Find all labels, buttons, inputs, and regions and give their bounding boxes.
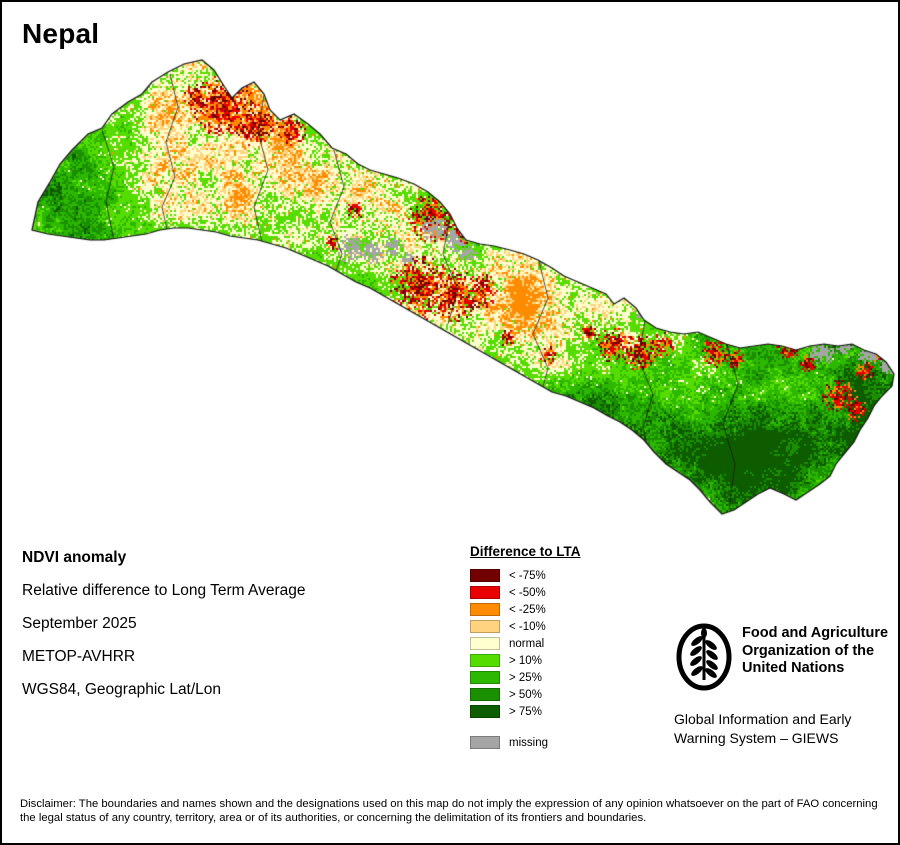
legend-label: > 25% [509, 671, 542, 684]
country-title: Nepal [22, 18, 100, 49]
legend-label: < -50% [509, 586, 546, 599]
legend-label: < -75% [509, 569, 546, 582]
legend-label: missing [509, 736, 548, 749]
legend-swatch [470, 654, 500, 667]
info-description: Relative difference to Long Term Average [22, 582, 306, 599]
disclaimer-text: Disclaimer: The boundaries and names sho… [20, 798, 878, 824]
legend-swatch [470, 603, 500, 616]
legend-swatch [470, 705, 500, 718]
legend-item: normal [470, 635, 581, 652]
legend-item: < -50% [470, 584, 581, 601]
legend-swatch [470, 620, 500, 633]
legend: Difference to LTA < -75% < -50% < -25% < -1… [470, 544, 581, 751]
legend-swatch [470, 688, 500, 701]
legend-item: > 75% [470, 703, 581, 720]
legend-swatch [470, 637, 500, 650]
legend-label: < -10% [509, 620, 546, 633]
nepal-ndvi-map [2, 2, 898, 532]
legend-item: < -25% [470, 601, 581, 618]
legend-item: < -10% [470, 618, 581, 635]
fao-logo-icon [676, 623, 732, 691]
legend-title: Difference to LTA [470, 544, 581, 559]
legend-label: > 10% [509, 654, 542, 667]
legend-label: > 75% [509, 705, 542, 718]
map-info: NDVI anomaly Relative difference to Long… [22, 548, 306, 713]
legend-swatch [470, 569, 500, 582]
legend-swatch [470, 736, 500, 749]
legend-label: > 50% [509, 688, 542, 701]
legend-label: < -25% [509, 603, 546, 616]
legend-item: missing [470, 734, 581, 751]
legend-label: normal [509, 637, 545, 650]
giews-label: Global Information and Early Warning Sys… [674, 711, 852, 746]
fao-org-name: Food and Agriculture Organization of the… [742, 625, 889, 676]
info-projection: WGS84, Geographic Lat/Lon [22, 681, 222, 698]
info-sensor: METOP-AVHRR [22, 648, 136, 665]
legend-swatch [470, 586, 500, 599]
info-product-name: NDVI anomaly [22, 549, 127, 566]
legend-swatch [470, 671, 500, 684]
info-date: September 2025 [22, 615, 137, 632]
legend-item: < -75% [470, 567, 581, 584]
legend-item: > 25% [470, 669, 581, 686]
legend-items: < -75% < -50% < -25% < -10% normal > 10% > 25%… [470, 567, 581, 751]
legend-item: > 50% [470, 686, 581, 703]
fao-block: Food and Agriculture Organization of the… [673, 622, 898, 782]
legend-item: > 10% [470, 652, 581, 669]
